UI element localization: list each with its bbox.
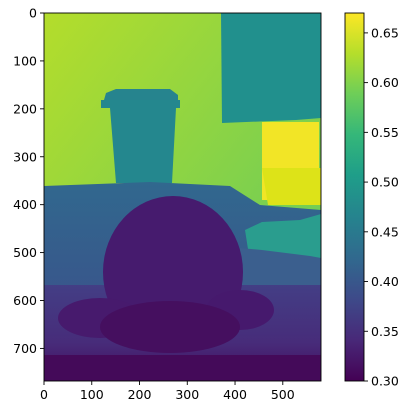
x-axis: 0 100 200 300 400 500 xyxy=(40,381,295,402)
colorbar-tick-label: 0.55 xyxy=(371,125,399,140)
y-tick-label: 100 xyxy=(13,53,37,68)
y-tick-label: 0 xyxy=(29,6,37,21)
y-tick-label: 400 xyxy=(13,197,37,212)
colorbar-tick-label: 0.65 xyxy=(371,25,399,40)
y-tick-label: 300 xyxy=(13,149,37,164)
colorbar-tick-label: 0.35 xyxy=(371,324,399,339)
x-tick-label: 200 xyxy=(128,387,152,402)
y-tick-label: 200 xyxy=(13,101,37,116)
plot-frame xyxy=(43,12,322,382)
x-tick-label: 500 xyxy=(271,387,295,402)
x-tick-label: 400 xyxy=(223,387,247,402)
colorbar-tick-label: 0.30 xyxy=(371,374,399,389)
colorbar xyxy=(344,12,365,382)
right-objects-region xyxy=(245,214,321,262)
colorbar-tick-label: 0.50 xyxy=(371,175,399,190)
y-tick-label: 700 xyxy=(13,341,37,356)
x-tick-label: 100 xyxy=(80,387,104,402)
right-step-region xyxy=(262,168,321,205)
colorbar-tick-label: 0.40 xyxy=(371,274,399,289)
y-axis: 0 100 200 300 400 500 600 700 xyxy=(13,6,44,356)
lower-center-blob xyxy=(100,301,240,353)
colorbar-axis: 0.30 0.35 0.40 0.45 0.50 0.55 0.60 0.65 xyxy=(364,25,399,389)
y-tick-label: 600 xyxy=(13,293,37,308)
colorbar-tick-label: 0.45 xyxy=(371,224,399,239)
upper-right-panel-region xyxy=(221,13,321,123)
x-tick-label: 0 xyxy=(40,387,48,402)
cup-region xyxy=(101,100,180,183)
heatmap-image xyxy=(44,13,321,381)
y-tick-label: 500 xyxy=(13,245,37,260)
x-tick-label: 300 xyxy=(175,387,199,402)
cup-lid xyxy=(104,89,178,100)
colorbar-tick-label: 0.60 xyxy=(371,75,399,90)
bottom-strip xyxy=(44,355,321,381)
